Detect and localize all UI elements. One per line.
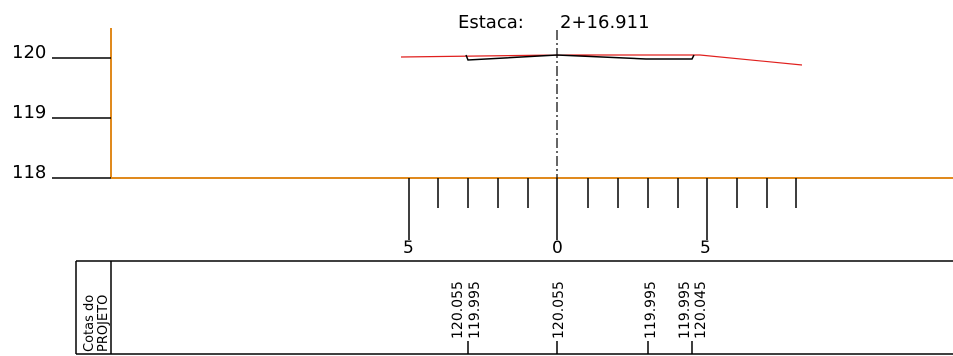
- terrain-line: [400, 54, 803, 66]
- row-header-line-2: PROJETO: [96, 295, 111, 352]
- row-header-line-1: Cotas do: [82, 295, 97, 352]
- cota-value: 120.055: [450, 281, 466, 339]
- cota-value: 120.055: [551, 281, 567, 339]
- elevation-label-119: 119: [12, 102, 46, 123]
- cota-value: 119.995: [643, 281, 659, 339]
- station-value: 2+16.911: [560, 12, 650, 33]
- offset-label-left: 5: [403, 238, 414, 258]
- cota-value: 119.995: [467, 281, 483, 339]
- offset-label-right: 5: [700, 238, 711, 258]
- offset-label-center: 0: [552, 238, 563, 258]
- elevation-axis: 120 119 118: [12, 28, 112, 183]
- design-section-line: [465, 54, 695, 61]
- cota-value: 119.995: [677, 281, 693, 339]
- elevation-label-118: 118: [12, 162, 46, 183]
- elevation-table: Cotas do PROJETO 120.055 119.995 120.055…: [75, 260, 953, 355]
- cota-value: 120.045: [693, 281, 709, 339]
- offset-scale: 5 0 5: [403, 178, 797, 258]
- station-label: Estaca:: [458, 12, 524, 33]
- elevation-label-120: 120: [12, 42, 46, 63]
